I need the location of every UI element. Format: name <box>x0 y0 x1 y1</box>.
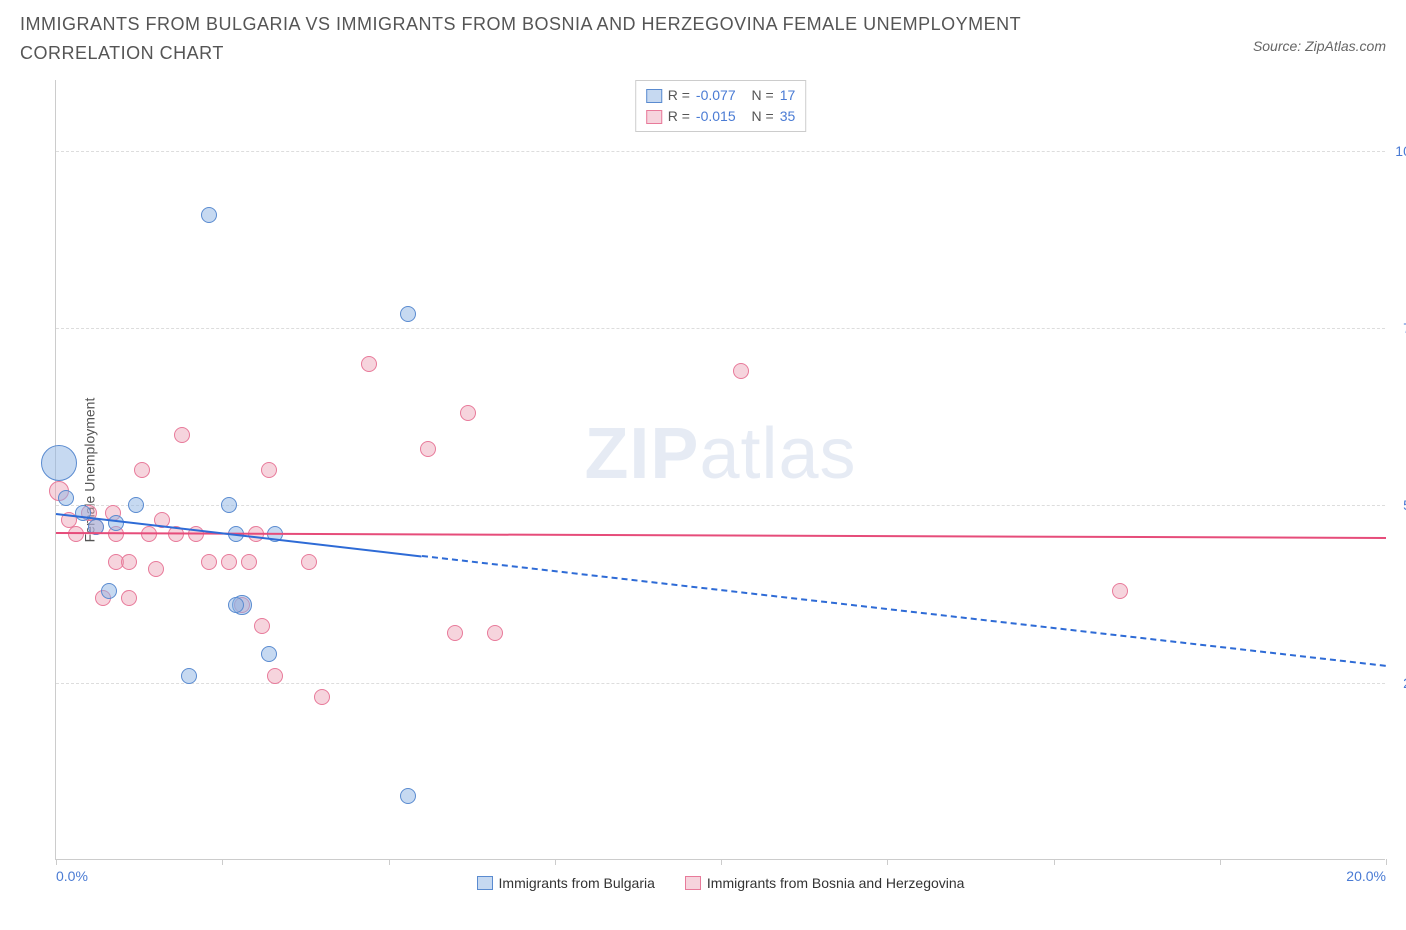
scatter-point-b <box>221 554 237 570</box>
y-tick-label: 10.0% <box>1395 143 1406 159</box>
n-value-b: 35 <box>780 106 796 127</box>
legend-stats-row-a: R = -0.077 N = 17 <box>646 85 796 106</box>
x-tick <box>1220 859 1221 865</box>
scatter-point-a <box>101 583 117 599</box>
scatter-point-b <box>314 689 330 705</box>
gridline <box>56 328 1385 329</box>
scatter-point-a <box>58 490 74 506</box>
chart-title: IMMIGRANTS FROM BULGARIA VS IMMIGRANTS F… <box>20 10 1120 68</box>
source-attribution: Source: ZipAtlas.com <box>1253 38 1386 54</box>
scatter-point-b <box>174 427 190 443</box>
scatter-point-b <box>460 405 476 421</box>
legend-stats-row-b: R = -0.015 N = 35 <box>646 106 796 127</box>
legend-label-b: Immigrants from Bosnia and Herzegovina <box>707 875 965 891</box>
scatter-point-b <box>420 441 436 457</box>
r-value-b: -0.015 <box>696 106 736 127</box>
r-value-a: -0.077 <box>696 85 736 106</box>
scatter-point-b <box>487 625 503 641</box>
scatter-point-a <box>221 497 237 513</box>
scatter-point-a <box>201 207 217 223</box>
r-label-a: R = <box>668 85 690 106</box>
n-value-a: 17 <box>780 85 796 106</box>
x-tick <box>56 859 57 865</box>
scatter-point-a <box>41 445 77 481</box>
gridline <box>56 151 1385 152</box>
scatter-point-b <box>254 618 270 634</box>
scatter-point-b <box>261 462 277 478</box>
scatter-point-b <box>148 561 164 577</box>
gridline <box>56 505 1385 506</box>
chart-header: IMMIGRANTS FROM BULGARIA VS IMMIGRANTS F… <box>0 0 1406 68</box>
x-tick <box>222 859 223 865</box>
legend-swatch-a <box>646 89 662 103</box>
scatter-point-b <box>733 363 749 379</box>
legend-swatch-b <box>646 110 662 124</box>
scatter-point-a <box>128 497 144 513</box>
legend-swatch-a2 <box>477 876 493 890</box>
legend-swatch-b2 <box>685 876 701 890</box>
x-tick <box>555 859 556 865</box>
scatter-point-a <box>400 306 416 322</box>
x-tick <box>1054 859 1055 865</box>
scatter-point-a <box>108 515 124 531</box>
legend-item-a: Immigrants from Bulgaria <box>477 875 655 891</box>
legend-label-a: Immigrants from Bulgaria <box>499 875 655 891</box>
scatter-point-b <box>1112 583 1128 599</box>
scatter-point-b <box>447 625 463 641</box>
scatter-point-b <box>241 554 257 570</box>
scatter-point-b <box>121 590 137 606</box>
gridline <box>56 683 1385 684</box>
n-label-b: N = <box>752 106 774 127</box>
scatter-point-a <box>261 646 277 662</box>
x-tick <box>887 859 888 865</box>
chart-container: Female Unemployment ZIPatlas R = -0.077 … <box>55 80 1385 860</box>
watermark-atlas: atlas <box>699 414 856 494</box>
scatter-point-b <box>201 554 217 570</box>
scatter-point-a <box>228 597 244 613</box>
x-tick <box>1386 859 1387 865</box>
scatter-point-b <box>301 554 317 570</box>
watermark-zip: ZIP <box>584 414 699 494</box>
r-label-b: R = <box>668 106 690 127</box>
watermark: ZIPatlas <box>584 413 856 495</box>
legend-item-b: Immigrants from Bosnia and Herzegovina <box>685 875 965 891</box>
n-label-a: N = <box>752 85 774 106</box>
scatter-point-a <box>181 668 197 684</box>
x-tick-label-right: 20.0% <box>1346 868 1386 884</box>
scatter-point-a <box>400 788 416 804</box>
scatter-point-b <box>134 462 150 478</box>
plot-area: ZIPatlas R = -0.077 N = 17 R = -0.015 N … <box>55 80 1385 860</box>
scatter-point-b <box>267 668 283 684</box>
scatter-point-b <box>121 554 137 570</box>
x-tick-label-left: 0.0% <box>56 868 88 884</box>
x-tick <box>721 859 722 865</box>
scatter-point-b <box>361 356 377 372</box>
x-tick <box>389 859 390 865</box>
legend-stats: R = -0.077 N = 17 R = -0.015 N = 35 <box>635 80 807 132</box>
trend-dash-a <box>422 555 1386 667</box>
legend-series: Immigrants from Bulgaria Immigrants from… <box>56 875 1385 891</box>
